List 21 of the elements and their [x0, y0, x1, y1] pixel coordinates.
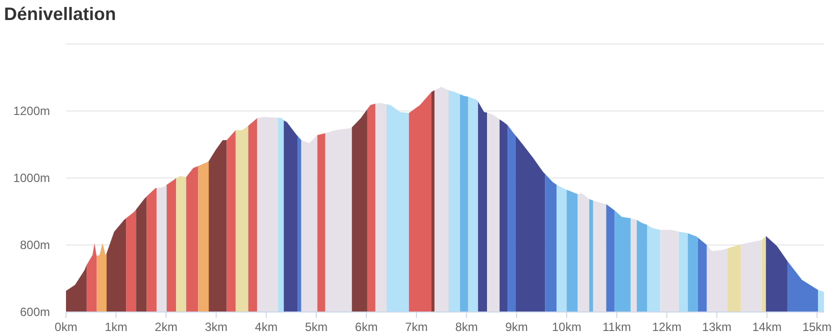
x-tick-label: 0km — [54, 320, 78, 334]
x-tick-label: 14km — [752, 320, 782, 334]
x-tick-label: 1km — [104, 320, 128, 334]
y-tick-label: 1200m — [13, 104, 50, 118]
y-tick-label: 800m — [20, 238, 50, 252]
y-tick-label: 600m — [20, 305, 50, 320]
x-tick-label: 11km — [602, 320, 631, 334]
x-tick-label: 2km — [154, 320, 178, 334]
chart-title: Dénivellation — [4, 4, 116, 24]
x-tick-label: 15km — [802, 320, 832, 334]
x-tick-label: 3km — [204, 320, 228, 334]
x-tick-label: 6km — [355, 320, 378, 334]
x-tick-label: 4km — [254, 320, 278, 334]
x-tick-label: 7km — [405, 320, 428, 334]
x-tick-label: 9km — [505, 320, 528, 334]
x-tick-label: 8km — [455, 320, 478, 334]
y-tick-label: 1000m — [13, 171, 50, 186]
x-tick-label: 10km — [552, 320, 582, 334]
x-tick-label: 5km — [304, 320, 328, 334]
x-tick-label: 12km — [652, 320, 682, 334]
x-tick-label: 13km — [702, 320, 732, 334]
